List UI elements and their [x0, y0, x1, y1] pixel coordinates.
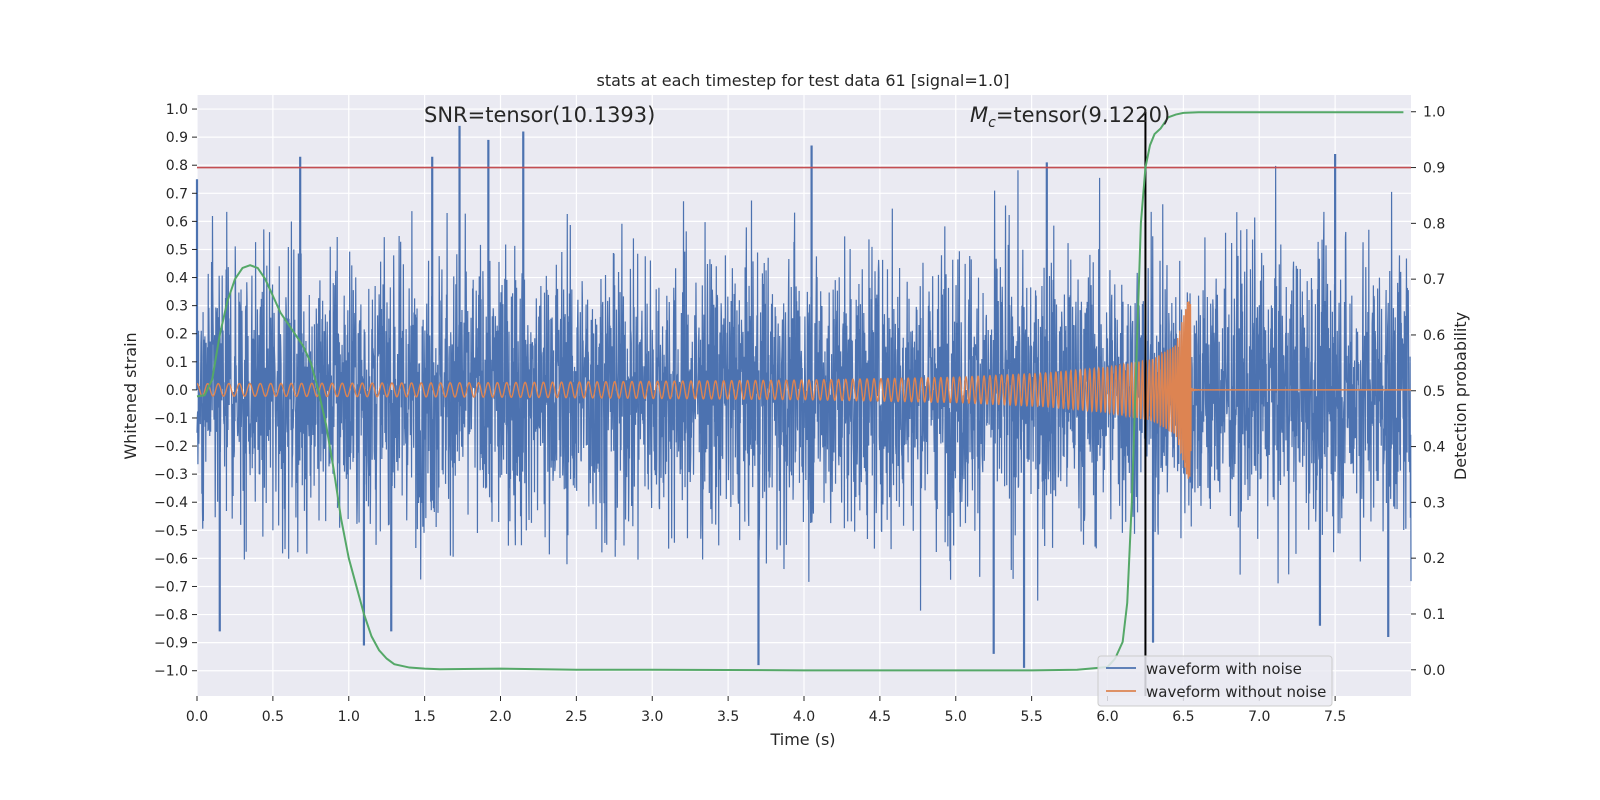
y-tick-label-5: −0.5 — [154, 523, 188, 539]
y-tick-label-2: −0.8 — [154, 608, 188, 624]
y2-tick-label-1: 0.1 — [1423, 607, 1445, 623]
y-tick-label-15: 0.5 — [166, 242, 188, 258]
x-tick-label-12: 6.0 — [1096, 709, 1118, 725]
y-tick-label-4: −0.6 — [154, 551, 188, 567]
legend-label-clean: waveform without noise — [1146, 683, 1326, 701]
y-tick-label-6: −0.4 — [154, 495, 188, 511]
x-tick-label-7: 3.5 — [717, 709, 739, 725]
y2-tick-label-8: 0.8 — [1423, 216, 1445, 232]
x-tick-label-3: 1.5 — [413, 709, 435, 725]
y2-tick-label-7: 0.7 — [1423, 272, 1445, 288]
y-tick-label-8: −0.2 — [154, 439, 188, 455]
legend-box — [1097, 655, 1333, 707]
y2-tick-label-2: 0.2 — [1423, 551, 1445, 567]
x-tick-label-1: 0.5 — [262, 709, 284, 725]
y2-tick-label-9: 0.9 — [1423, 161, 1445, 177]
chirp-mass-subscript: c — [988, 115, 996, 131]
y2-tick-label-0: 0.0 — [1423, 663, 1445, 679]
y-tick-label-18: 0.8 — [166, 158, 188, 174]
y-tick-label-20: 1.0 — [166, 102, 188, 118]
y-tick-label-7: −0.3 — [154, 467, 188, 483]
x-tick-label-8: 4.0 — [793, 709, 815, 725]
noise-peaks — [195, 125, 1390, 668]
y-tick-label-17: 0.7 — [166, 186, 188, 202]
x-tick-label-14: 7.0 — [1248, 709, 1270, 725]
legend: waveform with noise waveform without noi… — [1097, 655, 1333, 707]
series-waveform-with-noise — [195, 125, 1412, 668]
y-tick-label-12: 0.2 — [166, 327, 188, 343]
chart-title: stats at each timestep for test data 61 … — [597, 71, 1010, 90]
y-tick-label-9: −0.1 — [154, 411, 188, 427]
y2-tick-label-4: 0.4 — [1423, 440, 1445, 456]
y-tick-label-14: 0.4 — [166, 271, 188, 287]
y-tick-label-13: 0.3 — [166, 299, 188, 315]
x-tick-label-0: 0.0 — [186, 709, 208, 725]
y2-tick-label-10: 1.0 — [1423, 105, 1445, 121]
x-axis-ticks: 0.0 0.5 1.0 1.5 2.0 2.5 3.0 3.5 4.0 4.5 5.0 5.5 6.0 6… — [186, 696, 1346, 725]
x-tick-label-2: 1.0 — [338, 709, 360, 725]
y2-tick-label-6: 0.6 — [1423, 328, 1445, 344]
chirp-mass-symbol: M — [970, 103, 988, 127]
y-tick-label-1: −0.9 — [154, 636, 188, 652]
x-tick-label-11: 5.5 — [1020, 709, 1042, 725]
overlay-lines — [197, 111, 1411, 696]
x-tick-label-4: 2.0 — [489, 709, 511, 725]
x-tick-label-15: 7.5 — [1324, 709, 1346, 725]
y-tick-label-11: 0.1 — [166, 355, 188, 371]
probability-trace — [196, 111, 1404, 672]
y-tick-label-16: 0.6 — [166, 214, 188, 230]
y-tick-label-10: 0.0 — [166, 383, 188, 399]
x-tick-label-10: 5.0 — [945, 709, 967, 725]
x-tick-label-13: 6.5 — [1172, 709, 1194, 725]
y2-axis-ticks: 0.0 0.1 0.2 0.3 0.4 0.5 0.6 0.7 0.8 0.9 1.0 — [1411, 105, 1445, 679]
y-tick-label-0: −1.0 — [154, 664, 188, 680]
legend-label-noise: waveform with noise — [1146, 660, 1302, 678]
x-tick-label-5: 2.5 — [565, 709, 587, 725]
y2-tick-label-5: 0.5 — [1423, 384, 1445, 400]
x-tick-label-6: 3.0 — [641, 709, 663, 725]
x-tick-label-9: 4.5 — [869, 709, 891, 725]
x-axis-label: Time (s) — [769, 730, 835, 749]
chirp-trace — [196, 301, 1411, 479]
y2-tick-label-3: 0.3 — [1423, 495, 1445, 511]
y-tick-label-3: −0.7 — [154, 579, 188, 595]
y-axis-ticks: −1.0 −0.9 −0.8 −0.7 −0.6 −0.5 −0.4 −0.3 −0.2 −0.1… — [154, 102, 197, 680]
y-axis-label: Whitened strain — [121, 332, 140, 459]
chirp-mass-annotation: Mc=tensor(9.1220) — [970, 103, 1170, 131]
chirp-mass-value: =tensor(9.1220) — [996, 103, 1170, 127]
y2-axis-label: Detection probability — [1451, 312, 1470, 480]
y-tick-label-19: 0.9 — [166, 130, 188, 146]
snr-annotation: SNR=tensor(10.1393) — [424, 103, 655, 127]
noise-trace — [196, 165, 1412, 611]
series-waveform-without-noise — [196, 301, 1411, 479]
series-detection-probability — [196, 111, 1404, 672]
